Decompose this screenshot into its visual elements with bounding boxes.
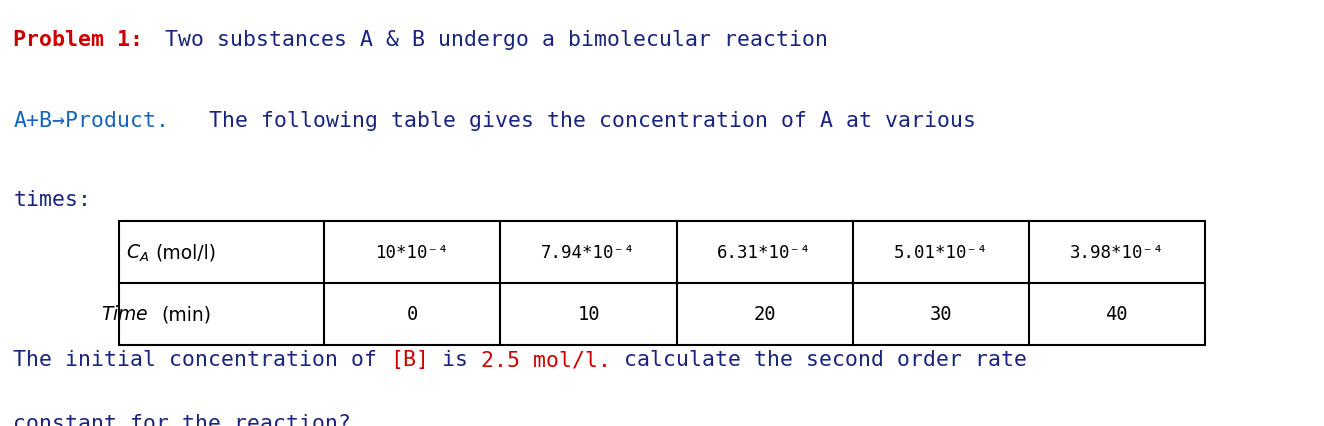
Text: $\mathit{Time}$: $\mathit{Time}$ bbox=[102, 305, 148, 324]
Text: 10: 10 bbox=[577, 305, 600, 324]
Text: 30: 30 bbox=[929, 305, 952, 324]
Text: 2.5 mol/l.: 2.5 mol/l. bbox=[481, 349, 612, 369]
Text: constant for the reaction?: constant for the reaction? bbox=[13, 413, 351, 426]
Text: A+B→Product.: A+B→Product. bbox=[13, 111, 169, 131]
Text: The following table gives the concentration of A at various: The following table gives the concentrat… bbox=[196, 111, 976, 131]
Text: Problem 1:: Problem 1: bbox=[13, 30, 143, 50]
Text: (min): (min) bbox=[162, 305, 211, 324]
Text: 20: 20 bbox=[753, 305, 776, 324]
Text: 3.98*10⁻⁴: 3.98*10⁻⁴ bbox=[1070, 243, 1164, 262]
Text: 6.31*10⁻⁴: 6.31*10⁻⁴ bbox=[718, 243, 812, 262]
Text: times:: times: bbox=[13, 190, 91, 210]
Text: 0: 0 bbox=[406, 305, 418, 324]
Text: Two substances A & B undergo a bimolecular reaction: Two substances A & B undergo a bimolecul… bbox=[152, 30, 829, 50]
Text: 5.01*10⁻⁴: 5.01*10⁻⁴ bbox=[894, 243, 988, 262]
Text: [B]: [B] bbox=[391, 349, 429, 369]
Text: 7.94*10⁻⁴: 7.94*10⁻⁴ bbox=[542, 243, 636, 262]
Text: 40: 40 bbox=[1106, 305, 1128, 324]
Text: is: is bbox=[429, 349, 481, 369]
Text: $\mathit{C}_A$: $\mathit{C}_A$ bbox=[126, 242, 148, 263]
Text: 10*10⁻⁴: 10*10⁻⁴ bbox=[376, 243, 449, 262]
Text: calculate the second order rate: calculate the second order rate bbox=[612, 349, 1027, 369]
Text: The initial concentration of: The initial concentration of bbox=[13, 349, 391, 369]
Text: (mol/l): (mol/l) bbox=[155, 243, 217, 262]
